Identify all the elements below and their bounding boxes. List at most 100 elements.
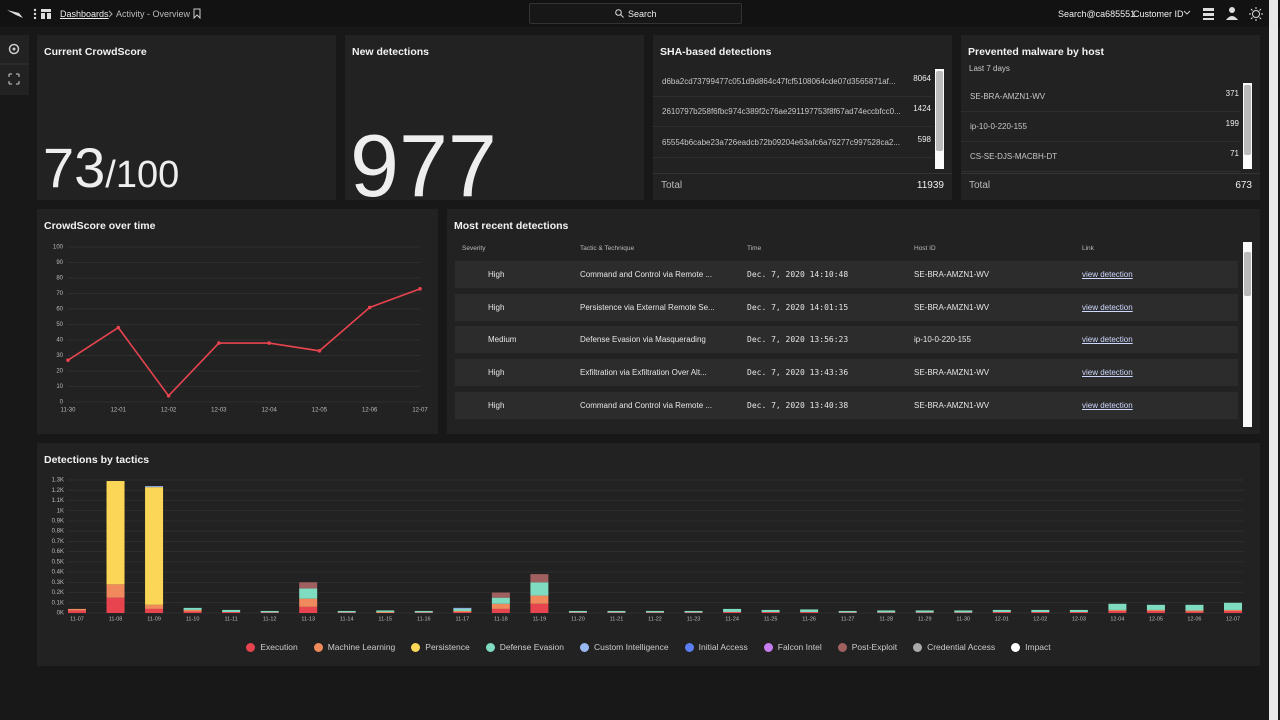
scrollbar[interactable] (1243, 242, 1252, 427)
bar-segment (646, 610, 664, 613)
panel-title: Prevented malware by host (968, 46, 1104, 58)
x-tick-label: 11-07 (70, 616, 84, 622)
table-row: Medium Defense Evasion via Masquerading De… (455, 326, 1238, 354)
bar-segment (530, 574, 549, 583)
search-box[interactable]: Search (529, 3, 742, 24)
bar-segment (530, 603, 549, 613)
bar-segment (183, 609, 202, 612)
row-count: 8064 (913, 74, 931, 83)
x-tick-label: 11-28 (879, 616, 893, 622)
row-divider (961, 171, 1241, 172)
time: Dec. 7, 2020 14:10:48 (747, 270, 849, 279)
page-name: Activity - Overview (116, 9, 191, 19)
y-tick-label: 0.1K (52, 600, 64, 606)
legend-item[interactable]: Initial Access (684, 642, 748, 652)
page-scrollbar[interactable] (1269, 0, 1278, 720)
search-icon (615, 9, 624, 18)
legend-swatch (579, 642, 589, 652)
bar-segment (1185, 604, 1204, 611)
detection-link[interactable]: view detection (1082, 270, 1133, 279)
y-tick-label: 0.6K (52, 549, 64, 555)
x-tick-label: 12-03 (1072, 616, 1086, 622)
y-tick-label: 0.3K (52, 580, 64, 586)
bar-segment (68, 610, 86, 613)
bar-segment (337, 612, 356, 613)
user-name[interactable]: Search@ca685551 (1058, 9, 1136, 19)
detection-link[interactable]: view detection (1082, 368, 1133, 378)
point (66, 358, 70, 362)
legend-item[interactable]: Persistence (411, 642, 470, 652)
scrollbar[interactable] (935, 69, 944, 169)
bar-segment (414, 610, 433, 613)
top-bar: Dashboards Activity - Overview Search Se… (0, 0, 1280, 27)
column-header: Time (747, 245, 762, 252)
bar-segment (1108, 603, 1127, 610)
legend-item[interactable]: Falcon Intel (763, 642, 822, 652)
bar-segment (222, 609, 241, 612)
legend-item[interactable]: Machine Learning (313, 642, 396, 652)
legend-item[interactable]: Post-Exploit (837, 642, 897, 652)
detection-link[interactable]: view detection (1082, 400, 1133, 410)
x-tick-label: 12-01 (995, 616, 1009, 622)
legend-label: Persistence (425, 642, 470, 652)
y-tick-label: 1.3K (52, 478, 64, 484)
panel-title: Most recent detections (454, 220, 569, 232)
x-tick-label: 11-09 (147, 616, 161, 622)
legend-item[interactable]: Impact (1011, 642, 1051, 652)
x-tick-label: 12-01 (111, 408, 127, 414)
bar-segment (183, 611, 202, 613)
x-tick-label: 11-19 (533, 616, 547, 622)
y-tick-label: 20 (56, 369, 63, 375)
y-tick-label: 0.5K (52, 559, 64, 565)
bar-segment (530, 595, 549, 604)
x-tick-label: 11-08 (109, 616, 123, 622)
breadcrumb-link[interactable]: Dashboards (60, 9, 109, 19)
y-tick-label: 1K (57, 508, 64, 514)
x-tick-label: 11-17 (455, 616, 469, 622)
bar-segment (1108, 609, 1127, 611)
bar-segment (1069, 611, 1088, 613)
bar-segment (568, 610, 587, 613)
customer-select[interactable]: Customer ID (1133, 9, 1184, 19)
scrollbar[interactable] (1243, 83, 1252, 169)
y-tick-label: 0.7K (52, 539, 64, 545)
x-tick-label: 12-04 (261, 408, 277, 414)
legend-swatch (837, 642, 847, 652)
severity-icon (467, 366, 481, 380)
row-divider (653, 126, 933, 127)
legend-item[interactable]: Custom Intelligence (579, 642, 669, 652)
bar-segment (183, 607, 202, 610)
new-detections-value: 977 (350, 116, 497, 215)
legend-label: Machine Learning (327, 642, 396, 652)
x-tick-label: 11-23 (687, 616, 701, 622)
legend-swatch (913, 642, 923, 652)
detection-link[interactable]: view detection (1082, 335, 1133, 345)
y-tick-label: 100 (53, 245, 64, 251)
bookmark-icon[interactable] (193, 8, 201, 19)
y-tick-label: 70 (56, 291, 63, 297)
bar-segment (915, 612, 934, 613)
x-tick-label: 11-16 (417, 616, 431, 622)
bar-segment (491, 597, 510, 604)
tactic: Defense Evasion via Masquerading (580, 335, 706, 345)
legend-item[interactable]: Execution (246, 642, 298, 652)
y-tick-label: 30 (56, 353, 63, 359)
legend-swatch (246, 642, 256, 652)
y-tick-label: 1.1K (52, 498, 64, 504)
x-tick-label: 11-30 (61, 408, 77, 414)
crowdscore-chart-panel: CrowdScore over time 0 10 20 30 40 50 60 70 80 90… (37, 209, 438, 434)
legend-item[interactable]: Credential Access (913, 642, 995, 652)
point (217, 341, 221, 345)
legend-item[interactable]: Defense Evasion (485, 642, 564, 652)
tactics-chart-panel: Detections by tactics 0K 0.1K 0.2K 0.3K 0.4K… (37, 443, 1260, 666)
sidebar-icons[interactable] (0, 35, 29, 95)
bar-segment (607, 610, 626, 613)
detection-link[interactable]: view detection (1082, 302, 1133, 312)
y-tick-label: 50 (56, 322, 63, 328)
severity-icon (467, 399, 481, 413)
point (116, 325, 121, 330)
y-tick-label: 0.9K (52, 519, 64, 525)
y-tick-label: 60 (56, 307, 63, 313)
y-tick-label: 80 (56, 276, 63, 282)
